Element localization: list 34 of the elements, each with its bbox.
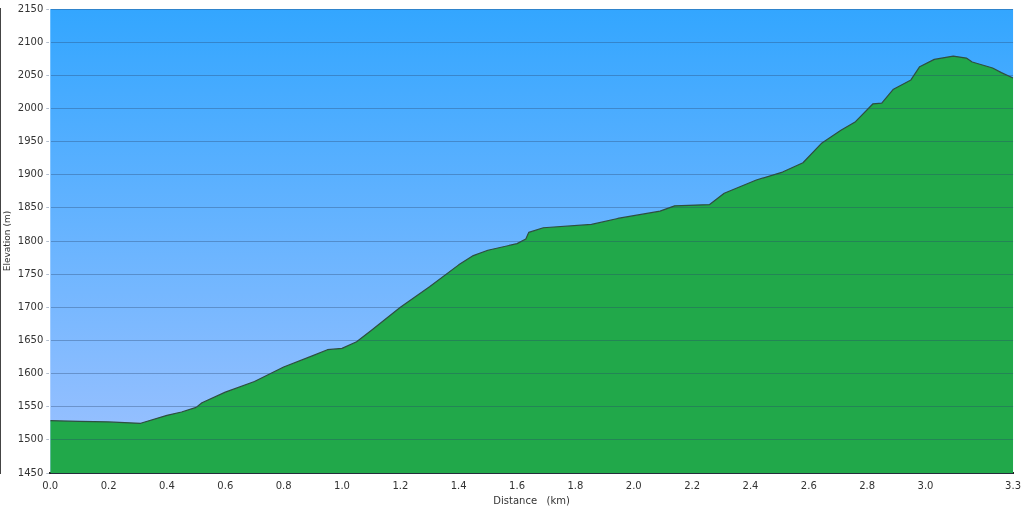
x-tick-label: 1.0 (334, 479, 350, 491)
y-tick-label: 1950 (17, 135, 44, 147)
y-tick-label: 1750 (17, 267, 44, 279)
x-tick-label: 0.0 (42, 479, 59, 491)
x-axis-title: Distance (km) (493, 494, 571, 506)
y-tick-label: 1800 (17, 234, 44, 246)
x-tick-label: 1.2 (392, 479, 409, 491)
y-tick-label: 2000 (17, 102, 44, 114)
x-tick-label: 2.6 (800, 479, 817, 491)
x-tick-label: 3.3 (1005, 479, 1021, 491)
y-tick-label: 2100 (17, 35, 44, 47)
x-tick-label: 0.8 (275, 479, 292, 491)
x-tick-label: 2.2 (684, 479, 701, 491)
x-tick-label: 0.2 (100, 479, 117, 491)
x-tick-label: 2.0 (625, 479, 642, 491)
x-tick-label: 0.6 (217, 479, 234, 491)
x-tick-label: 1.4 (450, 479, 467, 491)
y-tick-label: 1900 (17, 168, 44, 180)
x-tick-label: 3.0 (917, 479, 934, 491)
x-tick-label: 2.4 (742, 479, 759, 491)
y-tick-label: 1850 (17, 201, 44, 213)
y-tick-label: 1550 (17, 400, 44, 412)
y-axis-title: Elevation (m) (1, 210, 12, 272)
y-tick-label: 2050 (17, 68, 44, 80)
x-tick-label: 0.4 (159, 479, 175, 491)
x-tick-label: 1.8 (567, 479, 584, 491)
y-tick-label: 1500 (17, 433, 44, 445)
y-tick-label: 2150 (17, 2, 44, 14)
y-tick-label: 1600 (17, 367, 44, 379)
x-tick-label: 1.6 (509, 479, 526, 491)
y-tick-label: 1450 (17, 466, 44, 478)
y-tick-label: 1650 (17, 334, 44, 346)
x-tick-label: 2.8 (859, 479, 876, 491)
y-tick-label: 1700 (17, 300, 44, 312)
